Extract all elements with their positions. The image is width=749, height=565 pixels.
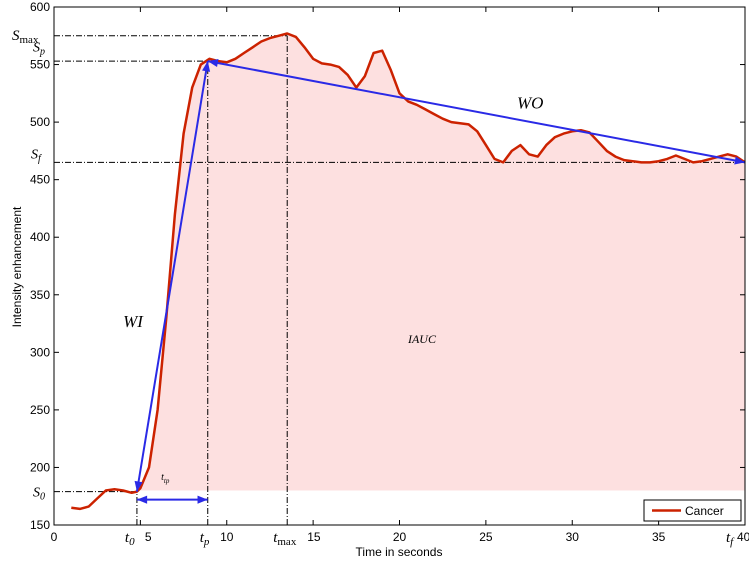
legend: Cancer <box>643 499 742 522</box>
legend-box <box>643 499 742 522</box>
arrow-wi-head-start <box>134 480 143 492</box>
label-s-max: Smax <box>12 28 39 46</box>
arrow-label-wi: WI <box>123 312 144 331</box>
x-tick-label-5: 5 <box>145 530 152 544</box>
y-tick-label: 600 <box>30 0 50 14</box>
label-s-0: S0 <box>33 486 45 503</box>
x-tick-label: 35 <box>652 530 666 544</box>
label-s-f: Sf <box>31 148 42 165</box>
x-tick-label: 0 <box>51 530 58 544</box>
x-tick-label-15: 15 <box>307 530 321 544</box>
y-tick-label: 550 <box>30 58 50 72</box>
legend-label-cancer: Cancer <box>685 504 724 518</box>
arrow-wi-head-end <box>202 61 211 72</box>
iauc-area-layer: IAUC <box>136 33 746 492</box>
arrow-wo-head-end <box>734 156 745 165</box>
axes-layer: 0 10 20 25 30 35 150 200 250 300 350 400 450 500 550 60… <box>30 0 746 544</box>
y-tick-label: 500 <box>30 115 50 129</box>
y-tick-label: 350 <box>30 288 50 302</box>
x-tick-label: 25 <box>479 530 493 544</box>
label-t-max: tmax <box>273 530 297 548</box>
arrow-wi <box>135 60 209 492</box>
y-tick-label: 400 <box>30 230 50 244</box>
label-t-p: tp <box>200 530 210 548</box>
arrow-t-tp-head-start <box>136 495 148 504</box>
y-tick-label: 150 <box>30 518 50 532</box>
arrow-wo-head-start <box>207 58 219 68</box>
x-axis-label: Time in seconds <box>356 545 443 559</box>
x-tick-label-40: 40 <box>737 530 749 544</box>
y-tick-label: 250 <box>30 403 50 417</box>
label-t-f: tf <box>726 530 735 548</box>
x-tick-label: 20 <box>393 530 407 544</box>
x-tick-label: 10 <box>220 530 234 544</box>
x-tick-label: 30 <box>566 530 580 544</box>
y-tick-label: 200 <box>30 460 50 474</box>
iauc-label: IAUC <box>407 332 437 346</box>
y-tick-label: 450 <box>30 173 50 187</box>
label-t-0: t0 <box>125 530 135 548</box>
y-tick-label: 300 <box>30 345 50 359</box>
arrow-t-tp-head-end <box>197 495 208 504</box>
arrows-layer <box>134 58 746 504</box>
arrow-wo <box>207 60 746 164</box>
arrow-label-wo: WO <box>517 93 543 112</box>
iauc-area <box>136 33 746 492</box>
arrow-label-ttp: ttp <box>161 472 170 485</box>
label-s-p: Sp <box>33 41 45 58</box>
y-axis-label: Intensity enhancement <box>10 206 24 327</box>
